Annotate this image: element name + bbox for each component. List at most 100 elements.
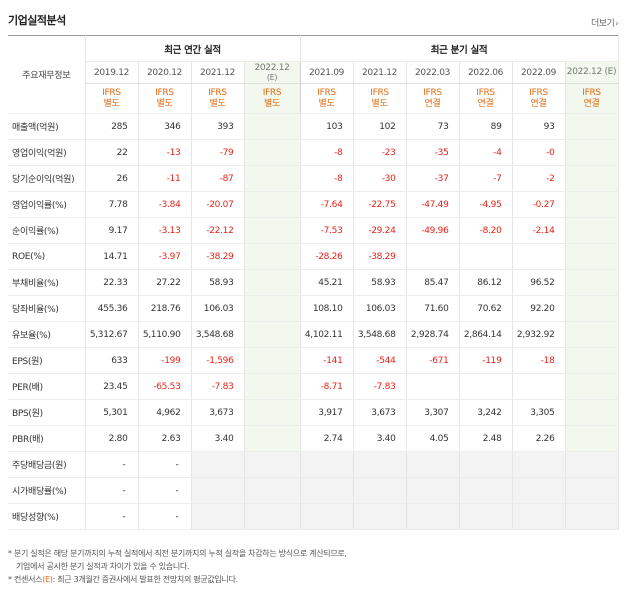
table-cell [244, 373, 301, 400]
table-cell: 58.93 [353, 269, 407, 296]
period-header: 2022.12 (E) [244, 61, 301, 84]
table-cell: 393 [191, 113, 245, 140]
table-cell: - [85, 477, 139, 504]
more-label[interactable]: 더보기 [590, 19, 615, 29]
table-cell: 2,864.14 [459, 321, 513, 348]
note-estimate-mark: (E) [42, 575, 53, 584]
note-consensus-label: * 컨센서스 [8, 575, 43, 584]
chevron-right-icon: › [615, 19, 618, 28]
table-cell [406, 243, 460, 270]
row-label-header: 주요재무정보 [8, 35, 86, 114]
accounting-standard-label: IFRS [423, 87, 442, 98]
table-cell: -3.13 [138, 217, 192, 244]
table-cell: 9.17 [85, 217, 139, 244]
table-cell: -65.53 [138, 373, 192, 400]
table-cell: 86.12 [459, 269, 513, 296]
table-cell [191, 451, 245, 478]
financial-table: 주요재무정보 최근 연간 실적 최근 분기 실적 2019.12 2020.12 2… [8, 35, 619, 530]
table-cell: -79 [191, 139, 245, 166]
table-cell [459, 373, 513, 400]
table-cell: -3.97 [138, 243, 192, 270]
accounting-standard-label: 별도 [318, 98, 335, 109]
accounting-standard: IFRS 연결 [565, 83, 619, 114]
table-cell [244, 113, 301, 140]
table-cell [565, 425, 619, 452]
accounting-standard-label: IFRS [155, 87, 174, 98]
table-cell: -87 [191, 165, 245, 192]
table-cell [244, 321, 301, 348]
section-title: 기업실적분석 [8, 14, 66, 27]
table-cell: - [85, 503, 139, 530]
table-cell: 5,301 [85, 399, 139, 426]
table-cell: -38.29 [191, 243, 245, 270]
table-row: 시가배당률(%) - - [8, 477, 619, 504]
table-cell: - [138, 477, 192, 504]
table-cell [565, 165, 619, 192]
table-cell [244, 295, 301, 322]
table-cell [353, 503, 407, 530]
table-cell [565, 347, 619, 374]
table-cell [459, 451, 513, 478]
accounting-standard: IFRS 별도 [191, 83, 245, 114]
table-cell: 108.10 [300, 295, 354, 322]
period-label: 2021.09 [308, 67, 345, 78]
table-cell: 3,242 [459, 399, 513, 426]
table-row: PBR(배) 2.80 2.63 3.40 2.74 3.40 4.05 2.48 2.26 [8, 425, 619, 452]
table-cell: -23 [353, 139, 407, 166]
table-cell: 633 [85, 347, 139, 374]
table-cell [459, 243, 513, 270]
table-cell: 2.48 [459, 425, 513, 452]
table-cell [244, 503, 301, 530]
table-cell [244, 217, 301, 244]
period-row: 2019.12 2020.12 2021.12 2022.12 (E) 2021.09 20… [8, 61, 619, 84]
table-cell: -7.53 [300, 217, 354, 244]
table-cell: 103 [300, 113, 354, 140]
table-cell [244, 347, 301, 374]
table-cell: 89 [459, 113, 513, 140]
table-cell [565, 191, 619, 218]
table-row: 순이익률(%) 9.17 -3.13 -22.12 -7.53 -29.24 -49.96-… [8, 217, 619, 244]
table-cell: 3.40 [353, 425, 407, 452]
table-cell: 27.22 [138, 269, 192, 296]
table-cell: 2.26 [512, 425, 566, 452]
table-body: 매출액(억원) 285 346 393 103 102 73 89 93 영업이익(억원) 22 -1… [8, 113, 619, 530]
table-cell [300, 477, 354, 504]
accounting-standard-label: IFRS [208, 87, 227, 98]
row-label: 당좌비율(%) [8, 295, 86, 322]
note-line-1: * 분기 실적은 해당 분기까지의 누적 실적에서 직전 분기까지의 누적 실적… [8, 549, 347, 558]
table-cell: -29.24 [353, 217, 407, 244]
table-cell: 26 [85, 165, 139, 192]
table-cell [565, 243, 619, 270]
table-cell: -7.64 [300, 191, 354, 218]
period-label: 2022.06 [467, 67, 504, 78]
table-cell: -22.75 [353, 191, 407, 218]
table-cell [244, 243, 301, 270]
table-cell [353, 451, 407, 478]
table-cell [244, 269, 301, 296]
table-cell: 22.33 [85, 269, 139, 296]
table-cell: -8.20 [459, 217, 513, 244]
accounting-standard-label: 연결 [530, 98, 547, 109]
accounting-standard-label: 별도 [103, 98, 120, 109]
row-label: 주당배당금(원) [8, 451, 86, 478]
period-label: 2021.12 [361, 67, 398, 78]
accounting-standard-label: IFRS [529, 87, 548, 98]
table-row: 영업이익(억원) 22 -13 -79 -8 -23 -35 -4 -0 [8, 139, 619, 166]
table-cell: -30 [353, 165, 407, 192]
table-cell [512, 503, 566, 530]
more-link[interactable]: 더보기› [591, 16, 618, 29]
table-row: 주당배당금(원) - - [8, 451, 619, 478]
table-cell [406, 477, 460, 504]
table-cell [565, 269, 619, 296]
table-cell: -35 [406, 139, 460, 166]
row-label: BPS(원) [8, 399, 86, 426]
period-label: 2022.12 (E) [566, 67, 617, 77]
table-cell [565, 451, 619, 478]
table-cell [565, 503, 619, 530]
row-label: PER(배) [8, 373, 86, 400]
table-cell [300, 503, 354, 530]
period-header: 2022.09 [512, 61, 566, 84]
row-label: 순이익률(%) [8, 217, 86, 244]
table-cell: -0 [512, 139, 566, 166]
table-cell: 71.60 [406, 295, 460, 322]
